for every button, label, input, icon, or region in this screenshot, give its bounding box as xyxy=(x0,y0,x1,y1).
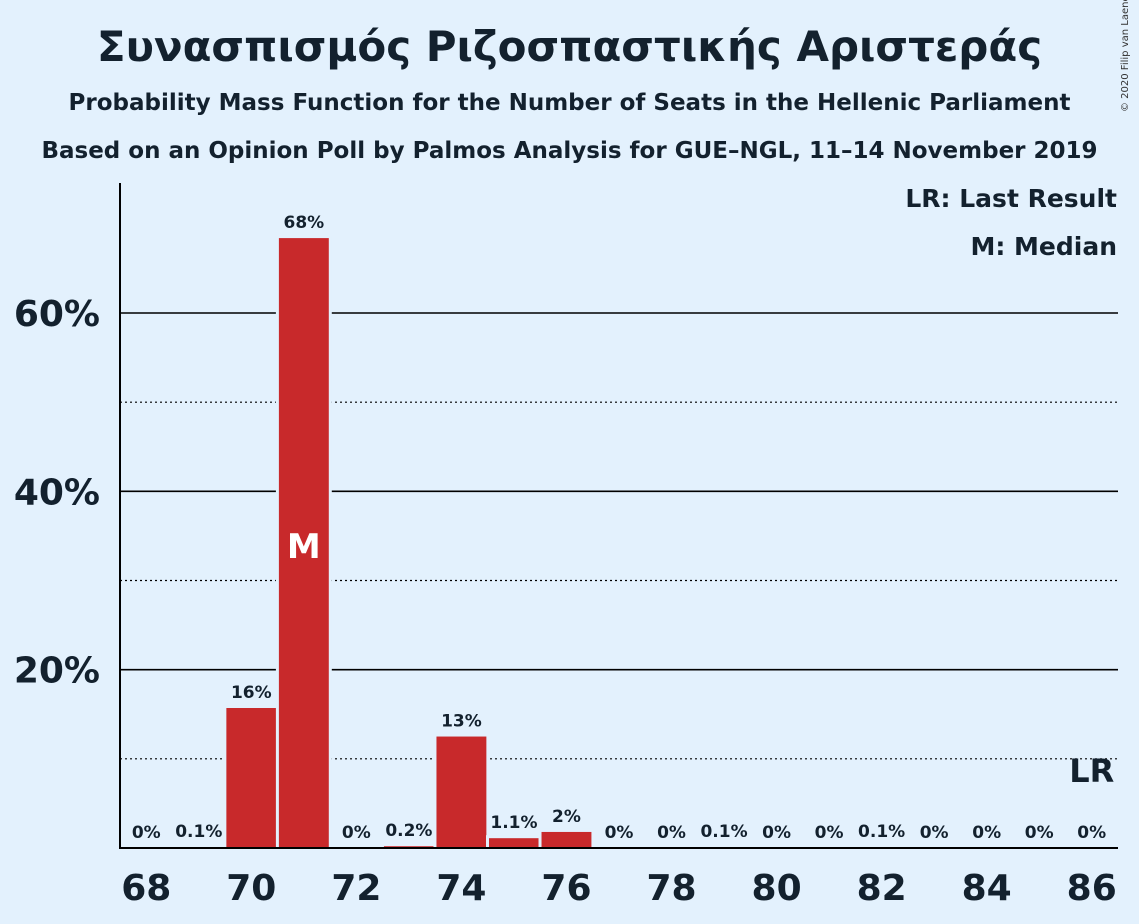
bar-value-label: 0% xyxy=(342,823,371,843)
x-tick-label: 80 xyxy=(752,868,802,909)
bar-value-label: 0.1% xyxy=(858,822,905,842)
bar-value-label: 16% xyxy=(231,683,272,703)
bar-value-label: 0% xyxy=(657,823,686,843)
last-result-marker: LR xyxy=(1069,752,1114,790)
bar-value-label: 0% xyxy=(920,823,949,843)
bar-halo xyxy=(696,844,753,848)
bar-value-label: 0.1% xyxy=(700,822,747,842)
bar-value-label: 0% xyxy=(132,823,161,843)
bar-halo xyxy=(380,843,437,848)
bar-value-label: 0% xyxy=(972,823,1001,843)
x-tick-label: 78 xyxy=(646,868,696,909)
x-tick-label: 82 xyxy=(857,868,907,909)
bar-value-label: 13% xyxy=(441,712,482,732)
chart-title: Συνασπισμός Ριζοσπαστικής Αριστεράς xyxy=(96,22,1043,71)
y-tick-label: 60% xyxy=(14,294,100,335)
x-tick-label: 76 xyxy=(541,868,591,909)
x-tick-label: 74 xyxy=(436,868,486,909)
legend-last-result: LR: Last Result xyxy=(905,184,1117,213)
bar-value-label: 0% xyxy=(762,823,791,843)
bar-value-label: 0.2% xyxy=(385,821,432,841)
bar-value-label: 0% xyxy=(1077,823,1106,843)
bar-halo xyxy=(170,844,227,848)
x-tick-label: 68 xyxy=(121,868,171,909)
y-tick-label: 40% xyxy=(14,472,100,513)
x-tick-label: 70 xyxy=(226,868,276,909)
bar-halo xyxy=(853,844,910,848)
x-tick-label: 86 xyxy=(1067,868,1117,909)
legend-median: M: Median xyxy=(970,232,1117,261)
bar-value-label: 0.1% xyxy=(175,822,222,842)
bar xyxy=(488,838,539,848)
bar-value-label: 0% xyxy=(1025,823,1054,843)
x-tick-label: 72 xyxy=(331,868,381,909)
x-tick-label: 84 xyxy=(962,868,1012,909)
bar-value-label: 1.1% xyxy=(490,813,537,833)
bar-value-label: 68% xyxy=(283,213,324,233)
bar-value-label: 0% xyxy=(605,823,634,843)
bar-value-label: 0% xyxy=(815,823,844,843)
bar xyxy=(226,708,277,848)
y-tick-label: 20% xyxy=(14,651,100,692)
chart-source: Based on an Opinion Poll by Palmos Analy… xyxy=(41,138,1098,164)
bar xyxy=(278,238,329,849)
median-marker: M xyxy=(287,527,321,567)
chart-subtitle: Probability Mass Function for the Number… xyxy=(68,90,1071,116)
bar xyxy=(541,831,592,848)
bar-value-label: 2% xyxy=(552,807,581,827)
bar xyxy=(436,736,487,848)
